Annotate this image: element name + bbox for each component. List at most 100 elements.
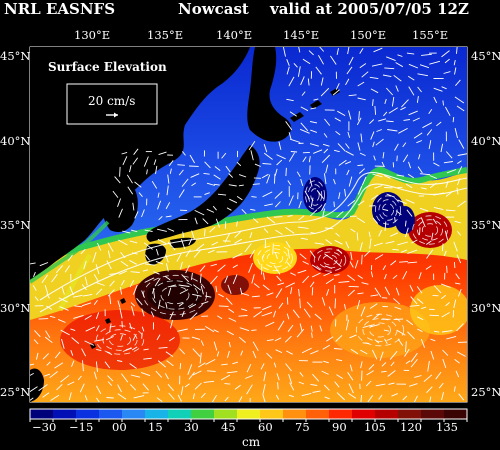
current-vector (262, 394, 266, 402)
current-vector (402, 270, 408, 280)
current-vector (50, 394, 60, 401)
current-vector (208, 249, 215, 254)
colorbar-tick-label: 30 (184, 420, 199, 434)
current-vector (433, 206, 444, 211)
current-vector (158, 151, 167, 156)
colorbar-swatch (260, 409, 284, 419)
current-vector (238, 184, 244, 187)
current-vector (252, 341, 259, 352)
current-vector (105, 336, 114, 341)
current-vector (373, 313, 380, 320)
current-vector (179, 261, 183, 270)
current-vector (266, 174, 271, 184)
current-vector (130, 374, 141, 378)
current-vector (212, 205, 217, 211)
current-vector (334, 274, 340, 276)
current-vector (413, 395, 418, 402)
current-vector (298, 288, 300, 297)
current-vector (323, 148, 329, 154)
current-vector (367, 395, 374, 402)
current-vector (181, 178, 189, 187)
current-vector (384, 67, 395, 70)
current-vector (185, 265, 190, 274)
current-vector (322, 344, 330, 350)
current-vector (374, 287, 382, 298)
current-vector (350, 228, 356, 233)
current-vector (227, 350, 230, 358)
current-vector (409, 284, 414, 292)
current-vector (322, 208, 326, 217)
current-vector (336, 48, 339, 55)
current-vector (370, 271, 374, 278)
transition-strip (30, 167, 467, 265)
current-vector (169, 168, 172, 174)
current-vector (168, 337, 175, 342)
current-vector (458, 139, 465, 149)
current-vector (431, 232, 434, 240)
current-vector (301, 392, 312, 397)
current-vector (182, 231, 185, 238)
current-vector (272, 243, 274, 255)
current-vector (396, 174, 405, 177)
current-vector (84, 315, 92, 320)
current-vector (392, 274, 398, 280)
current-vector (335, 334, 343, 342)
current-vector (440, 143, 444, 153)
current-vector (55, 265, 64, 274)
current-vector (246, 384, 253, 395)
current-vector (226, 371, 238, 374)
current-vector (134, 211, 139, 219)
current-vector (58, 297, 68, 303)
current-vector (155, 248, 159, 256)
current-vector (360, 361, 363, 369)
current-vector (273, 265, 281, 275)
current-vector (266, 339, 274, 342)
current-vector (190, 173, 200, 178)
current-vector (441, 243, 444, 252)
eddy-streak (318, 251, 342, 269)
current-vector (426, 129, 433, 136)
current-vector (176, 253, 182, 262)
current-vector (375, 383, 386, 387)
current-vector (184, 383, 190, 388)
land-korea (101, 182, 138, 233)
current-vector (445, 151, 453, 159)
colorbar-swatch (191, 409, 215, 419)
eddy-streak (257, 244, 293, 271)
current-vector (402, 395, 408, 401)
current-vector (199, 352, 202, 364)
current-vector (453, 262, 456, 269)
current-vector (82, 293, 93, 297)
current-vector (333, 178, 336, 185)
current-vector (54, 362, 64, 369)
current-vector (383, 329, 390, 332)
current-vector (337, 143, 346, 152)
current-vector (312, 390, 321, 393)
current-vector (395, 287, 400, 296)
current-vector (249, 232, 253, 239)
current-vector (232, 252, 243, 259)
current-vector (67, 381, 75, 386)
current-vector (107, 242, 114, 252)
lat-label: 35°N (471, 218, 500, 232)
current-vector (179, 289, 189, 295)
current-vector (366, 370, 374, 376)
current-vector (325, 164, 329, 174)
current-vector (194, 217, 198, 225)
current-vector (262, 163, 272, 165)
current-vector (38, 384, 48, 392)
current-vector (168, 160, 174, 167)
current-vector (189, 312, 198, 321)
current-vector (373, 155, 376, 161)
current-vector (117, 198, 122, 207)
current-vector (312, 373, 320, 382)
eddy-streak (381, 203, 394, 217)
current-vector (132, 157, 139, 165)
current-vector (49, 371, 58, 379)
current-vector (347, 371, 354, 381)
current-vector (383, 175, 391, 179)
current-vector (46, 293, 50, 299)
current-vector (122, 230, 131, 234)
current-vector (346, 169, 350, 176)
eddy-streak (310, 188, 320, 202)
